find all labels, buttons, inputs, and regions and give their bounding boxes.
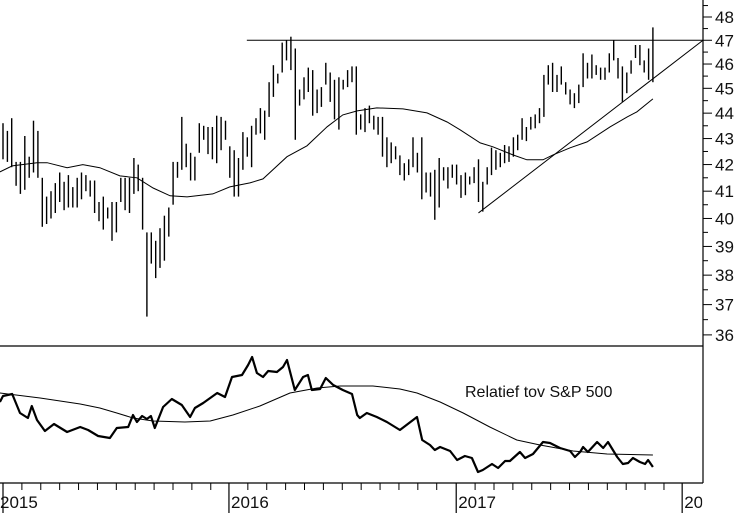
y-tick-label: 46	[715, 55, 734, 74]
relative-line	[0, 355, 654, 474]
label-clip-mask	[702, 484, 752, 513]
year-label: 2017	[458, 493, 496, 512]
year-label: 2015	[0, 493, 38, 512]
year-label: 2016	[231, 493, 269, 512]
y-tick-label: 36	[715, 326, 734, 345]
price-panel	[0, 27, 704, 317]
y-tick-label: 43	[715, 130, 734, 149]
relative-moving-average-line	[0, 385, 653, 456]
y-tick-label: 37	[715, 296, 734, 315]
price-moving-average-line	[0, 98, 654, 198]
y-tick-label: 39	[715, 237, 734, 256]
y-tick-label: 44	[715, 104, 734, 123]
y-tick-label: 41	[715, 182, 734, 201]
y-tick-label: 48	[715, 8, 734, 27]
y-tick-label: 47	[715, 31, 734, 50]
relative-strength-panel: Relatief tov S&P 500	[0, 355, 654, 474]
y-tick-label: 45	[715, 79, 734, 98]
y-tick-label: 38	[715, 266, 734, 285]
y-tick-label: 42	[715, 156, 734, 175]
support-trendline	[478, 39, 704, 214]
relative-annotation: Relatief tov S&P 500	[465, 384, 612, 401]
y-tick-label: 40	[715, 210, 734, 229]
